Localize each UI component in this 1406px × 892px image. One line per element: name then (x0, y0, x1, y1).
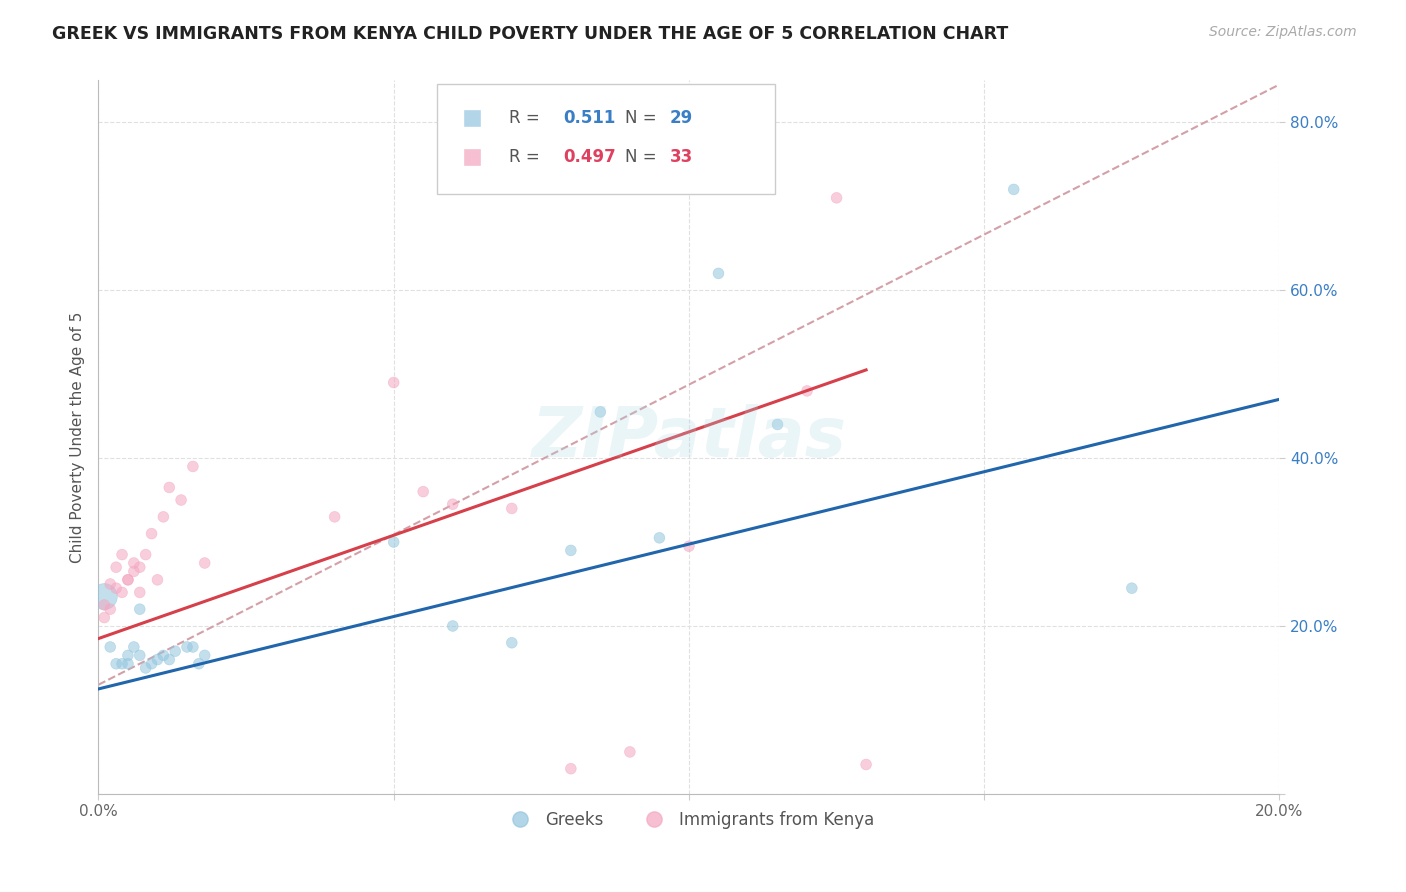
Point (501, 501, 523, 516)
Point (146, 573, 169, 587)
Point (146, 652, 169, 666)
Point (181, 640, 204, 654)
Text: 0.511: 0.511 (564, 109, 616, 127)
Point (323, 509, 346, 524)
Point (441, 619, 464, 633)
Point (141, 657, 163, 671)
Point (648, 531, 671, 545)
Point (105, 657, 128, 671)
Text: GREEK VS IMMIGRANTS FROM KENYA CHILD POVERTY UNDER THE AGE OF 5 CORRELATION CHAR: GREEK VS IMMIGRANTS FROM KENYA CHILD POV… (52, 25, 1008, 43)
Point (187, 657, 209, 671)
Point (111, 657, 134, 671)
Point (441, 497, 464, 511)
Point (165, 644, 187, 658)
Point (135, 661, 157, 675)
Point (501, 636, 523, 650)
Text: 29: 29 (671, 109, 693, 127)
Point (382, 535, 405, 549)
Y-axis label: Child Poverty Under the Age of 5: Child Poverty Under the Age of 5 (69, 311, 84, 563)
Point (122, 556, 145, 570)
Point (825, 191, 848, 205)
Point (766, 417, 789, 432)
Point (560, 762, 582, 776)
Point (117, 648, 139, 663)
Point (796, 384, 818, 398)
Point (122, 565, 145, 579)
Point (98, 640, 121, 654)
Point (619, 745, 641, 759)
Point (560, 543, 582, 558)
Text: ZIPatlas: ZIPatlas (531, 403, 846, 471)
Point (855, 757, 877, 772)
Point (128, 648, 150, 663)
Point (1002, 182, 1025, 196)
Point (128, 602, 150, 616)
Point (105, 581, 128, 595)
Point (117, 573, 139, 587)
Point (105, 560, 128, 574)
Point (93, 590, 115, 604)
Point (111, 548, 134, 562)
Point (678, 539, 700, 553)
Point (176, 640, 198, 654)
Point (98, 602, 121, 616)
Text: 33: 33 (671, 148, 693, 166)
Point (707, 266, 730, 280)
Point (117, 657, 139, 671)
Point (152, 648, 174, 663)
Point (135, 548, 157, 562)
Text: N =: N = (626, 109, 657, 127)
Point (157, 652, 180, 666)
Point (589, 405, 612, 419)
Point (98, 577, 121, 591)
Point (122, 640, 145, 654)
Point (181, 459, 204, 474)
Text: N =: N = (626, 148, 657, 166)
Point (382, 376, 405, 390)
Text: R =: R = (509, 109, 540, 127)
Point (194, 648, 217, 663)
Point (111, 585, 134, 599)
Text: Source: ZipAtlas.com: Source: ZipAtlas.com (1209, 25, 1357, 39)
Point (152, 509, 174, 524)
Point (1121, 581, 1143, 595)
Point (93, 598, 115, 612)
Point (170, 493, 193, 508)
Point (128, 560, 150, 574)
Point (141, 526, 163, 541)
Point (194, 556, 217, 570)
Point (93, 610, 115, 624)
FancyBboxPatch shape (437, 84, 775, 194)
Text: R =: R = (509, 148, 540, 166)
Point (157, 480, 180, 494)
Point (128, 585, 150, 599)
Text: 0.497: 0.497 (564, 148, 616, 166)
Legend: Greeks, Immigrants from Kenya: Greeks, Immigrants from Kenya (498, 805, 880, 836)
Point (412, 484, 434, 499)
Point (117, 573, 139, 587)
